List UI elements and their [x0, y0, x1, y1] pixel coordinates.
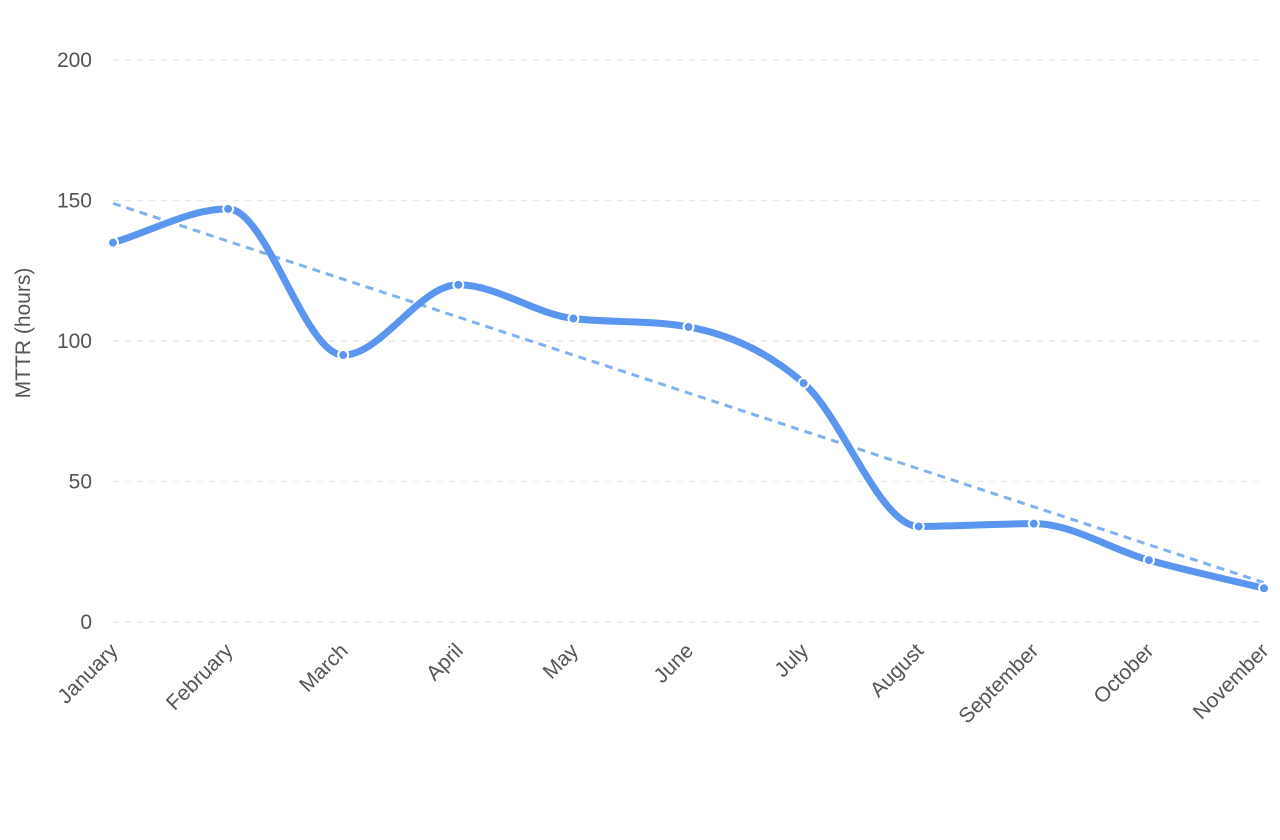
data-point[interactable]: [1027, 517, 1040, 530]
y-tick-label: 50: [69, 471, 92, 494]
grid-lines: [113, 59, 1266, 623]
data-point[interactable]: [797, 377, 810, 390]
series-group: [109, 205, 1268, 592]
x-tick-label: April: [422, 639, 468, 685]
x-tick-label: October: [1089, 639, 1158, 708]
data-point[interactable]: [682, 320, 695, 333]
data-point[interactable]: [107, 236, 119, 249]
y-axis-ticks: 0 50 100 150 200: [57, 49, 92, 634]
y-tick-label: 150: [57, 190, 92, 213]
data-point[interactable]: [912, 520, 925, 533]
trend-line: [112, 201, 1265, 585]
series-line: [109, 205, 1268, 592]
y-tick-label: 0: [80, 611, 92, 634]
x-tick-label: September: [954, 639, 1043, 728]
y-tick-label: 100: [57, 330, 92, 353]
x-tick-label: July: [770, 639, 813, 682]
y-axis-title: MTTR (hours): [12, 268, 35, 399]
trend-line-group: [112, 201, 1265, 585]
data-point[interactable]: [222, 202, 235, 215]
x-axis-ticks: January February March April May June July Augu…: [53, 639, 1273, 728]
data-point[interactable]: [1142, 554, 1155, 567]
x-tick-label: August: [866, 639, 929, 702]
data-point[interactable]: [567, 312, 580, 325]
data-point[interactable]: [1258, 582, 1270, 595]
x-tick-label: June: [650, 639, 698, 687]
x-tick-label: May: [539, 639, 584, 684]
x-tick-label: February: [162, 639, 238, 715]
data-point[interactable]: [337, 349, 350, 362]
x-tick-label: March: [295, 639, 353, 697]
x-tick-label: January: [53, 639, 122, 708]
data-point[interactable]: [452, 278, 465, 291]
x-tick-label: November: [1189, 639, 1274, 724]
data-points: [107, 202, 1270, 595]
y-tick-label: 200: [57, 49, 92, 72]
